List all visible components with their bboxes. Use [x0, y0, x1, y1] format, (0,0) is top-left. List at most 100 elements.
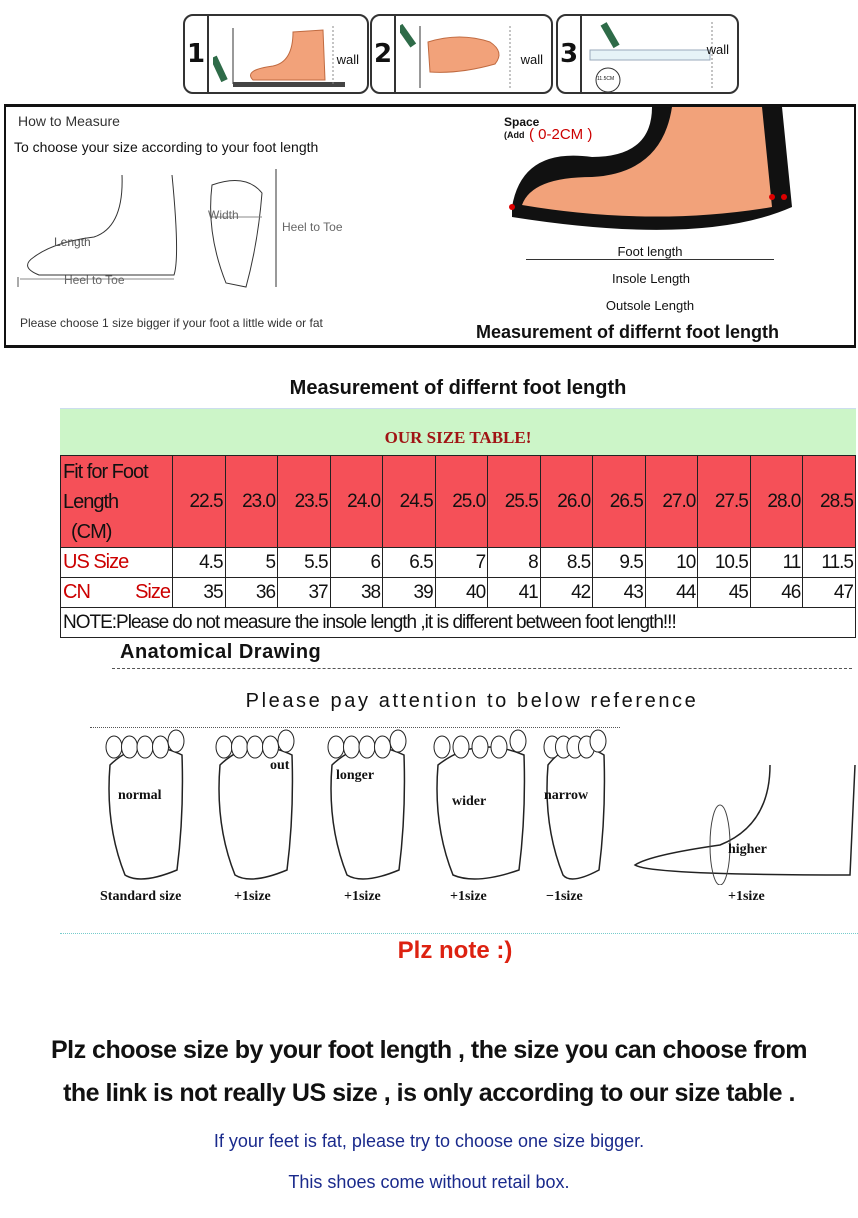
- size-adjustment-label: +1size: [344, 889, 381, 904]
- size-adjustment-label: +1size: [728, 889, 765, 904]
- anatomy-title: Anatomical Drawing: [120, 641, 322, 663]
- header-line: Length: [63, 490, 119, 513]
- length-label: Length: [54, 235, 91, 249]
- foot-reference-out: [210, 725, 320, 890]
- note-row: NOTE:Please do not measure the insole le…: [60, 607, 856, 638]
- space-label: Space: [504, 115, 540, 129]
- size-table-title-bar: OUR SIZE TABLE!: [60, 408, 856, 455]
- cn-size-cell: 46: [749, 577, 804, 608]
- size-label: Size: [135, 581, 171, 603]
- cn-size-cell: 41: [487, 577, 541, 608]
- us-size-cell: 8.5: [539, 547, 594, 578]
- foot-sole-outline-icon: [210, 169, 277, 288]
- us-size-cell: 9.5: [592, 547, 646, 578]
- size-adjustment-label: Standard size: [100, 889, 182, 904]
- foot-length-header: Fit for Foot Length (CM): [60, 455, 173, 548]
- note-line-3: If your feet is fat, please try to choos…: [213, 1131, 645, 1151]
- us-size-cell: 6.5: [382, 547, 436, 578]
- size-table-title: OUR SIZE TABLE!: [384, 428, 532, 447]
- foot-reference-normal: [100, 725, 210, 890]
- size-adjustment-label: +1size: [234, 889, 271, 904]
- anatomy-subtitle: Please pay attention to below reference: [245, 690, 699, 712]
- us-size-cell: 11: [749, 547, 804, 578]
- cn-size-cell: 39: [382, 577, 436, 608]
- foot-reference-wider: [428, 725, 538, 890]
- space-value: ( 0-2CM ): [529, 126, 593, 143]
- us-size-cell: 5.5: [277, 547, 331, 578]
- foot-length-cell: 26.0: [539, 455, 594, 548]
- foot-length-cell: 22.5: [172, 455, 226, 548]
- cn-size-cell: 44: [644, 577, 699, 608]
- note-line-4: This shoes come without retail box.: [288, 1172, 570, 1192]
- foot-length-cell: 25.5: [487, 455, 541, 548]
- us-size-cell: 7: [434, 547, 489, 578]
- shoe-cross-section-icon: [509, 107, 792, 230]
- cn-size-cell: 38: [329, 577, 384, 608]
- us-size-cell: 5: [224, 547, 279, 578]
- cn-size-cell: 45: [697, 577, 751, 608]
- us-size-cell: 6: [329, 547, 384, 578]
- cn-size-label: CN Size: [60, 577, 173, 608]
- header-line: (CM): [71, 520, 112, 543]
- foot-label: narrow: [544, 788, 589, 803]
- size-adjustment-label: −1size: [546, 889, 583, 904]
- heel-to-toe-sole-label: Heel to Toe: [282, 220, 343, 234]
- size-section-title: Measurement of differnt foot length: [289, 377, 627, 399]
- us-size-cell: 4.5: [172, 547, 226, 578]
- foot-length-label: Foot length: [526, 244, 774, 260]
- foot-length-cell: 27.0: [644, 455, 699, 548]
- cn-size-row: CN Size 35 36 37 38 39 40 41 42 43 44 45 46 47: [60, 577, 856, 608]
- step-number: 1: [185, 16, 209, 92]
- step-3-panel: 3 11.5CM wall: [556, 14, 739, 94]
- insole-length-label: Insole Length: [611, 271, 691, 286]
- how-to-title: How to Measure: [18, 113, 120, 129]
- header-line: Fit for Foot: [63, 460, 149, 483]
- foot-top-icon: [400, 23, 511, 88]
- note-line-2: the link is not really US size , is only…: [63, 1079, 795, 1107]
- foot-outline-icon: [433, 729, 527, 880]
- foot-reference-longer: [322, 725, 432, 890]
- us-size-label: US Size: [60, 547, 173, 578]
- foot-length-row: Fit for Foot Length (CM) 22.5 23.0 23.5 24.…: [60, 455, 856, 548]
- foot-label: normal: [118, 788, 162, 803]
- cn-size-cell: 35: [172, 577, 226, 608]
- how-to-measure-panel: How to Measure To choose your size accor…: [4, 104, 856, 348]
- step-1-panel: 1 wall: [183, 14, 369, 94]
- foot-length-cell: 24.5: [382, 455, 436, 548]
- space-add: (Add: [504, 130, 525, 140]
- foot-side-outline-icon: [633, 764, 856, 886]
- foot-outline-icon: [215, 729, 295, 880]
- wall-label: wall: [336, 52, 359, 67]
- foot-length-cell: 27.5: [697, 455, 751, 548]
- cn-size-cell: 43: [592, 577, 646, 608]
- cn-size-cell: 42: [539, 577, 594, 608]
- foot-label: wider: [452, 794, 487, 809]
- anatomy-divider: [112, 668, 852, 669]
- us-size-cell: 10: [644, 547, 699, 578]
- size-note: NOTE:Please do not measure the insole le…: [60, 607, 856, 638]
- heel-to-toe-side-label: Heel to Toe: [64, 273, 125, 287]
- foot-length-cell: 25.0: [434, 455, 489, 548]
- foot-length-cell: 23.0: [224, 455, 279, 548]
- foot-length-cell: 28.0: [749, 455, 804, 548]
- diagram-caption: Measurement of differnt foot length: [476, 322, 779, 342]
- us-size-cell: 10.5: [697, 547, 751, 578]
- cn-size-cell: 47: [802, 577, 856, 608]
- wall-label: wall: [520, 52, 543, 67]
- foot-length-cell: 23.5: [277, 455, 331, 548]
- foot-length-cell: 24.0: [329, 455, 384, 548]
- us-size-cell: 8: [487, 547, 541, 578]
- foot-reference-higher: [630, 725, 858, 890]
- cn-size-cell: 37: [277, 577, 331, 608]
- note-line-1: Plz choose size by your foot length , th…: [50, 1036, 808, 1064]
- how-to-subtitle: To choose your size according to your fo…: [14, 139, 319, 155]
- foot-side-outline-icon: [17, 174, 178, 287]
- cn-size-cell: 36: [224, 577, 279, 608]
- foot-label: out: [270, 758, 290, 773]
- ruler-icon: [589, 22, 713, 92]
- ruler-label: 11.5CM: [597, 76, 615, 82]
- foot-length-cell: 28.5: [802, 455, 856, 548]
- cn-size-cell: 40: [434, 577, 489, 608]
- step-number: 2: [372, 16, 396, 92]
- us-size-row: US Size 4.5 5 5.5 6 6.5 7 8 8.5 9.5 10 10.5 11 11.5: [60, 547, 856, 578]
